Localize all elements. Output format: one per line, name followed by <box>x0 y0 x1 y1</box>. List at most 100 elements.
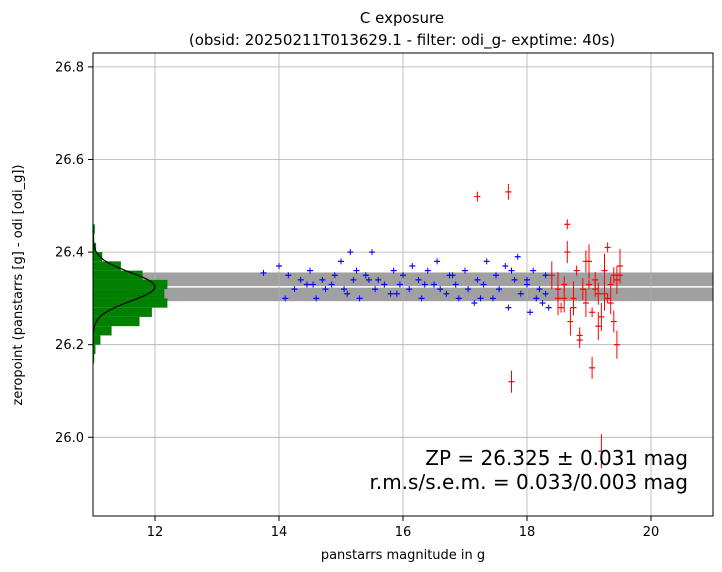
rejected-star-marker <box>505 183 512 200</box>
kept-star-marker <box>443 290 450 297</box>
histogram-bar <box>93 298 168 308</box>
x-tick-label: 20 <box>643 525 660 540</box>
kept-star-marker <box>400 272 406 279</box>
rejected-star-marker <box>579 278 586 301</box>
kept-star-marker <box>344 290 351 297</box>
rejected-star-marker <box>508 370 515 393</box>
kept-star-marker <box>285 272 292 279</box>
histogram-bar <box>93 316 140 327</box>
rejected-star-marker <box>582 250 589 273</box>
rejected-star-marker <box>555 272 561 307</box>
x-tick-label: 18 <box>519 525 536 540</box>
rejected-star-marker <box>548 261 555 290</box>
rejected-star-marker <box>589 356 596 379</box>
rejected-star-marker <box>595 282 602 305</box>
rejected-star-marker <box>573 265 580 276</box>
kept-star-marker <box>406 286 413 293</box>
kept-star-marker <box>421 281 428 288</box>
kept-star-marker <box>322 286 329 293</box>
kept-star-marker <box>502 262 509 269</box>
chart-title-line2: (obsid: 20250211T013629.1 - filter: odi_… <box>189 31 615 50</box>
kept-star-marker <box>390 267 397 274</box>
rejected-star-marker <box>589 307 596 318</box>
kept-star-marker <box>524 276 530 283</box>
kept-star-marker <box>297 276 304 283</box>
kept-star-marker <box>465 286 472 293</box>
kept-star-marker <box>393 290 400 297</box>
x-tick-label: 16 <box>395 525 412 540</box>
kept-star-marker <box>341 286 348 293</box>
rejected-star-marker <box>564 241 571 264</box>
kept-star-marker <box>347 249 354 256</box>
rejected-star-marker <box>607 292 614 315</box>
kept-star-marker <box>545 304 552 311</box>
kept-star-marker <box>496 286 503 293</box>
kept-star-marker <box>418 295 425 302</box>
kept-star-marker <box>307 267 313 274</box>
kept-star-marker <box>514 253 521 260</box>
kept-star-marker <box>381 281 388 288</box>
rejected-star-marker <box>474 191 481 202</box>
histogram-bar <box>93 307 152 317</box>
histogram-bar <box>93 270 143 280</box>
kept-star-marker <box>542 272 549 279</box>
x-axis-label: panstarrs magnitude in g <box>321 548 485 563</box>
kept-star-marker <box>536 286 543 293</box>
points-layer <box>260 183 623 469</box>
kept-star-marker <box>310 281 317 288</box>
rejected-star-marker <box>613 330 620 359</box>
y-tick-label: 26.8 <box>55 60 84 75</box>
histogram-bar <box>93 261 121 271</box>
kept-star-marker <box>455 295 462 302</box>
rejected-star-marker <box>610 267 617 284</box>
kept-star-marker <box>517 290 524 297</box>
kept-star-marker <box>477 295 484 302</box>
kept-star-marker <box>533 295 540 302</box>
rejected-star-marker <box>570 302 577 313</box>
rejected-star-marker <box>598 302 605 331</box>
plot-area <box>92 53 713 516</box>
y-tick-label: 26.2 <box>55 338 84 353</box>
kept-star-marker <box>313 295 320 302</box>
kept-star-marker <box>474 276 481 283</box>
kept-star-marker <box>452 281 459 288</box>
kept-star-marker <box>483 258 490 265</box>
kept-star-marker <box>415 276 422 283</box>
kept-star-marker <box>424 267 431 274</box>
rejected-star-marker <box>601 276 608 311</box>
rejected-star-marker <box>617 267 623 284</box>
kept-star-marker <box>375 276 382 283</box>
kept-star-marker <box>353 267 360 274</box>
kept-star-marker <box>356 295 363 302</box>
grid-layer <box>93 53 713 516</box>
kept-star-marker <box>530 267 537 274</box>
rejected-star-marker <box>607 276 614 293</box>
x-tick-label: 14 <box>271 525 288 540</box>
y-tick-label: 26.0 <box>55 431 84 446</box>
kept-star-marker <box>362 272 369 279</box>
histogram-bar <box>93 289 165 299</box>
kept-star-marker <box>542 290 549 297</box>
kept-star-marker <box>449 272 456 279</box>
kept-star-marker <box>511 276 518 283</box>
chart-title-line1: C exposure <box>360 9 444 27</box>
kept-star-marker <box>480 281 487 288</box>
kept-star-marker <box>350 276 357 283</box>
rejected-star-marker <box>604 242 611 253</box>
x-tick-label: 12 <box>147 525 164 540</box>
kept-star-marker <box>493 272 499 279</box>
x-axis-ticks: 12 14 16 18 20 <box>147 516 660 540</box>
kept-star-marker <box>409 262 416 269</box>
rms-annotation: r.m.s/s.e.m. = 0.033/0.003 mag <box>369 470 688 494</box>
kept-star-marker <box>396 281 403 288</box>
rejected-star-marker <box>595 312 602 341</box>
y-tick-label: 26.6 <box>55 153 84 168</box>
rejected-star-marker <box>586 279 592 290</box>
kept-star-marker <box>539 300 546 307</box>
kept-star-marker <box>328 281 335 288</box>
rejected-star-marker <box>564 219 571 230</box>
kept-star-marker <box>434 258 441 265</box>
y-axis-ticks: 26.0 26.2 26.4 26.6 26.8 <box>55 60 93 446</box>
kept-star-marker <box>527 309 534 316</box>
